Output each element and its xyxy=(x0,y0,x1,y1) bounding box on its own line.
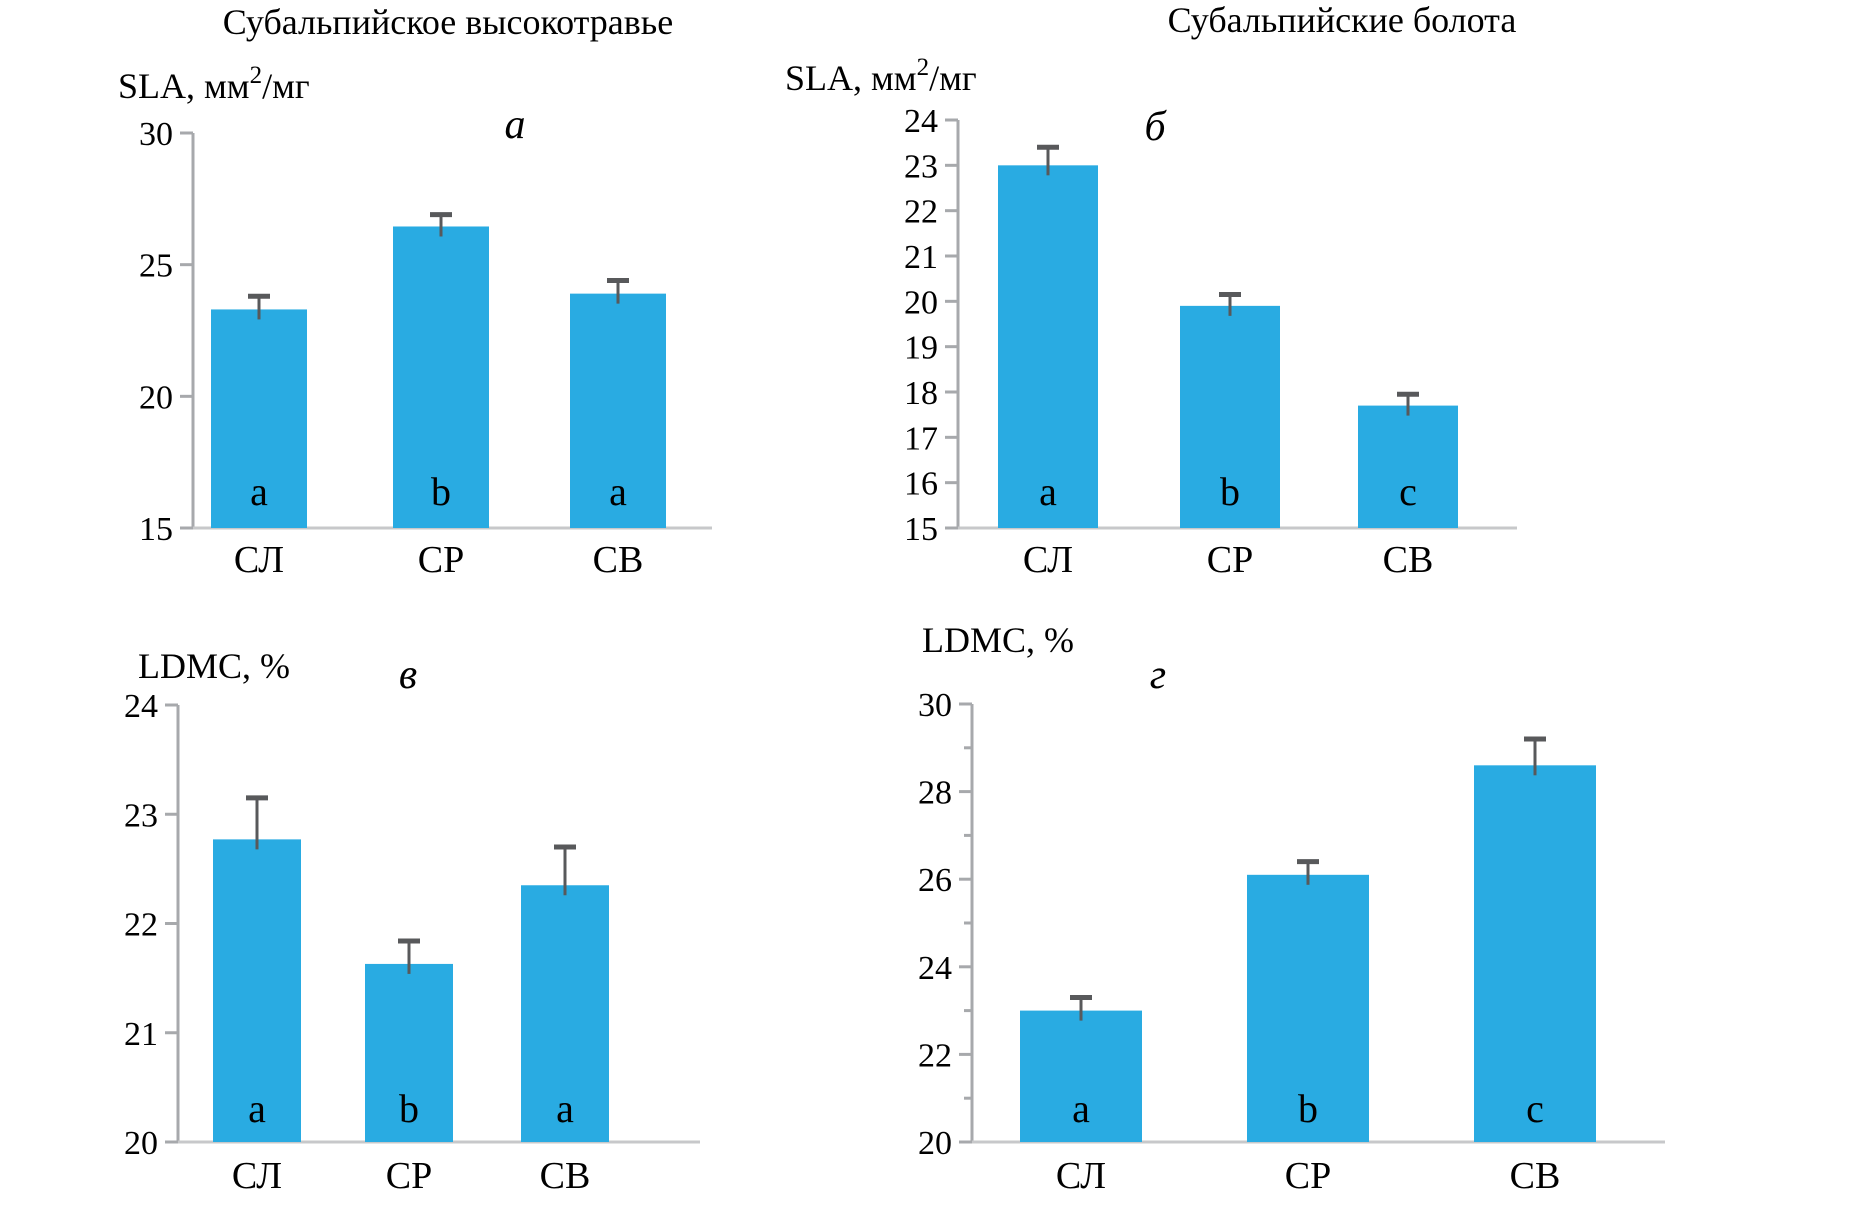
y-axis-label-v: LDMC, % xyxy=(138,646,290,686)
x-category-label-v-СВ: СВ xyxy=(540,1155,591,1197)
y-tick-label-v-22: 22 xyxy=(124,907,158,944)
significance-letter-v-СЛ: a xyxy=(248,1086,266,1131)
significance-letter-a-СЛ: a xyxy=(250,469,268,514)
significance-letter-b-СЛ: a xyxy=(1039,469,1057,514)
y-tick-label-v-21: 21 xyxy=(124,1016,158,1053)
y-tick-label-a-25: 25 xyxy=(139,248,173,285)
chart-panel-g: LDMC, % г 20 22 24 26 28 30 a СЛ b СР c СВ xyxy=(918,620,1665,1197)
y-tick-label-b-21: 21 xyxy=(904,239,938,276)
y-tick-label-a-30: 30 xyxy=(139,116,173,153)
x-category-label-a-СВ: СВ xyxy=(593,539,644,581)
y-tick-label-b-22: 22 xyxy=(904,194,938,231)
y-tick-label-g-22: 22 xyxy=(918,1037,952,1074)
panel-letter-b: б xyxy=(1144,104,1167,150)
y-tick-label-v-24: 24 xyxy=(124,688,158,725)
y-tick-label-g-28: 28 xyxy=(918,775,952,812)
x-category-label-b-СЛ: СЛ xyxy=(1023,539,1073,581)
y-axis-label-b: SLA, мм2/мг xyxy=(785,54,977,98)
bar-v-СЛ xyxy=(213,839,301,1142)
bar-a-СЛ xyxy=(211,309,307,528)
y-tick-label-b-24: 24 xyxy=(904,103,938,140)
significance-letter-b-СР: b xyxy=(1220,469,1240,514)
bar-g-СЛ xyxy=(1020,1010,1142,1142)
x-category-label-a-СЛ: СЛ xyxy=(234,539,284,581)
x-category-label-a-СР: СР xyxy=(418,539,464,581)
x-category-label-g-СЛ: СЛ xyxy=(1056,1155,1106,1197)
bar-g-СВ xyxy=(1474,765,1596,1142)
y-tick-label-b-18: 18 xyxy=(904,375,938,412)
y-tick-label-a-20: 20 xyxy=(139,379,173,416)
y-axis-label-a: SLA, мм2/мг xyxy=(118,62,310,106)
y-tick-label-b-16: 16 xyxy=(904,466,938,503)
y-axis-label-g: LDMC, % xyxy=(922,620,1074,660)
significance-letter-b-СВ: c xyxy=(1399,469,1417,514)
x-category-label-b-СР: СР xyxy=(1207,539,1253,581)
y-tick-label-g-24: 24 xyxy=(918,950,952,987)
significance-letter-g-СЛ: a xyxy=(1072,1086,1090,1131)
bar-a-СВ xyxy=(570,293,666,528)
x-category-label-g-СВ: СВ xyxy=(1510,1155,1561,1197)
y-tick-label-b-23: 23 xyxy=(904,148,938,185)
x-category-label-v-СР: СР xyxy=(386,1155,432,1197)
significance-letter-v-СР: b xyxy=(399,1086,419,1131)
bar-b-СВ xyxy=(1358,405,1458,528)
significance-letter-g-СР: b xyxy=(1298,1086,1318,1131)
bar-b-СЛ xyxy=(998,165,1098,529)
panel-letter-a: а xyxy=(505,102,526,148)
chart-panel-a: Субальпийское высокотравье SLA, мм2/мг а 15… xyxy=(118,2,712,581)
panel-letter-v: в xyxy=(399,652,417,698)
chart-title-b: Субальпийские болота xyxy=(1168,0,1517,40)
x-category-label-g-СР: СР xyxy=(1285,1155,1331,1197)
y-tick-label-g-26: 26 xyxy=(918,862,952,899)
y-tick-label-a-15: 15 xyxy=(139,511,173,548)
panel-letter-g: г xyxy=(1150,652,1166,698)
significance-letter-g-СВ: c xyxy=(1526,1086,1544,1131)
y-tick-label-b-20: 20 xyxy=(904,284,938,321)
x-category-label-v-СЛ: СЛ xyxy=(232,1155,282,1197)
y-tick-label-g-30: 30 xyxy=(918,687,952,724)
y-tick-label-v-20: 20 xyxy=(124,1125,158,1162)
significance-letter-a-СР: b xyxy=(431,469,451,514)
y-tick-label-b-15: 15 xyxy=(904,511,938,548)
chart-panel-b: Субальпийские болота SLA, мм2/мг б 15 16 17 18… xyxy=(785,0,1517,581)
bar-v-СВ xyxy=(521,885,609,1142)
y-tick-label-g-20: 20 xyxy=(918,1125,952,1162)
bar-b-СР xyxy=(1180,305,1280,528)
bar-g-СР xyxy=(1247,874,1369,1142)
significance-letter-a-СВ: a xyxy=(609,469,627,514)
bar-a-СР xyxy=(393,226,489,528)
y-tick-label-b-17: 17 xyxy=(904,420,938,457)
y-tick-label-v-23: 23 xyxy=(124,797,158,834)
chart-title-a: Субальпийское высокотравье xyxy=(223,2,673,42)
bar-v-СР xyxy=(365,963,453,1142)
x-category-label-b-СВ: СВ xyxy=(1383,539,1434,581)
chart-panel-v: LDMC, % в 20 21 22 23 24 a СЛ b СР a СВ xyxy=(124,646,700,1197)
significance-letter-v-СВ: a xyxy=(556,1086,574,1131)
y-tick-label-b-19: 19 xyxy=(904,330,938,367)
